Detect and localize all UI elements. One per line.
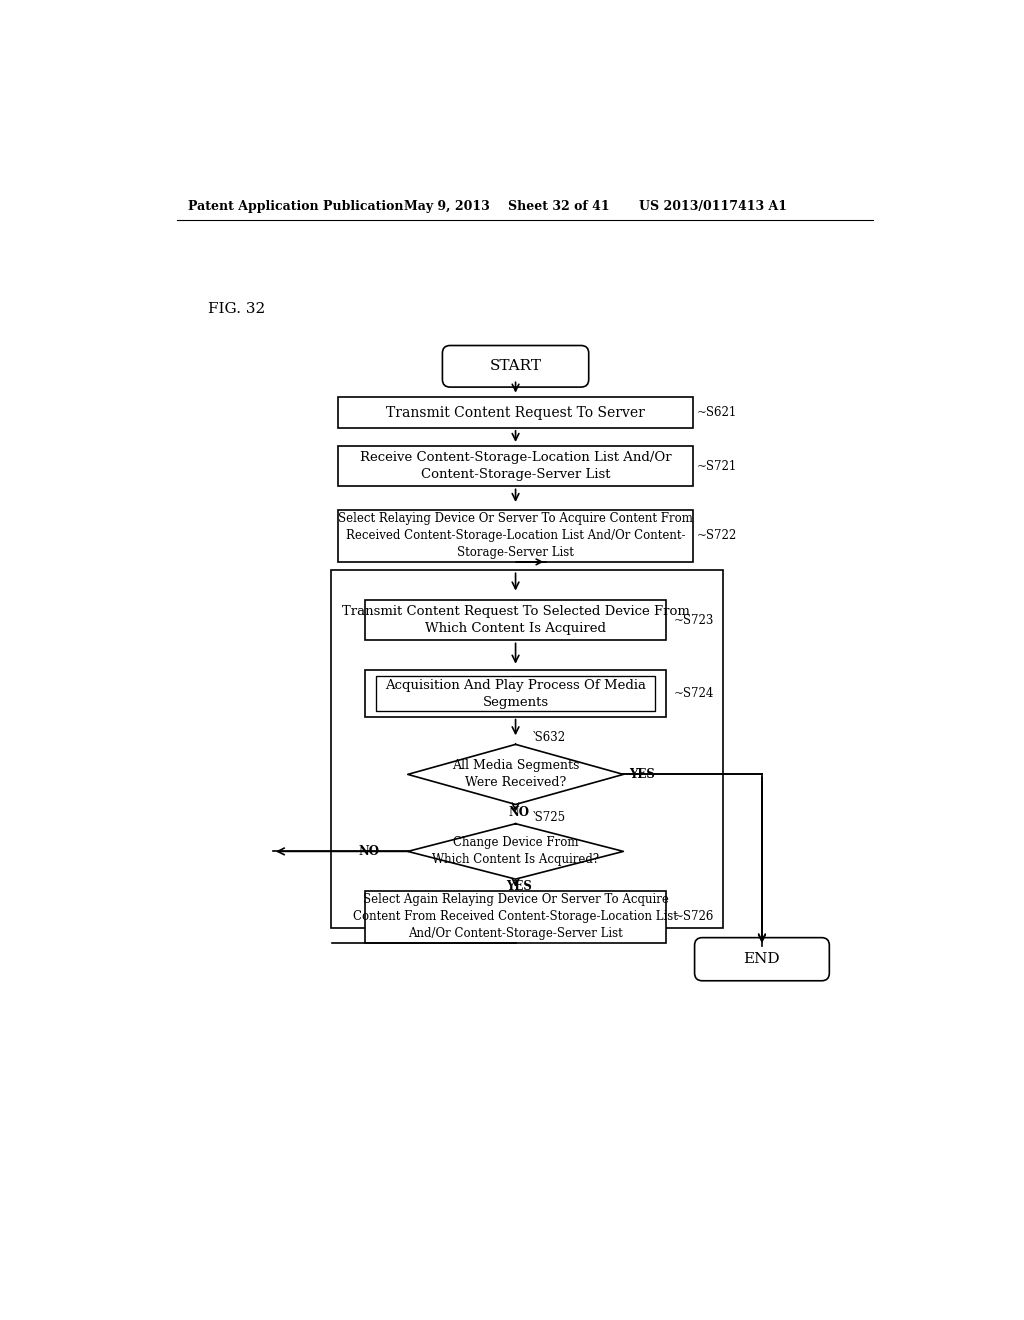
Text: START: START — [489, 359, 542, 374]
Text: YES: YES — [507, 880, 532, 894]
Text: ‵S632: ‵S632 — [532, 731, 565, 744]
FancyBboxPatch shape — [694, 937, 829, 981]
Text: Patent Application Publication: Patent Application Publication — [188, 201, 403, 214]
Bar — [366, 671, 666, 717]
Text: ~S721: ~S721 — [696, 459, 736, 473]
Text: ~S621: ~S621 — [696, 407, 736, 418]
Text: ~S722: ~S722 — [696, 529, 736, 543]
Text: FIG. 32: FIG. 32 — [208, 301, 265, 315]
Text: YES: YES — [630, 768, 655, 781]
Text: Select Again Relaying Device Or Server To Acquire
Content From Received Content-: Select Again Relaying Device Or Server T… — [353, 894, 678, 940]
Bar — [339, 397, 692, 428]
Text: May 9, 2013: May 9, 2013 — [403, 201, 489, 214]
Bar — [376, 676, 655, 711]
Bar — [366, 891, 666, 942]
Bar — [339, 510, 692, 562]
Bar — [339, 446, 692, 487]
Bar — [366, 601, 666, 640]
Text: ‵S725: ‵S725 — [532, 810, 565, 824]
Text: Transmit Content Request To Selected Device From
Which Content Is Acquired: Transmit Content Request To Selected Dev… — [342, 606, 689, 635]
Text: NO: NO — [509, 805, 529, 818]
Text: All Media Segments
Were Received?: All Media Segments Were Received? — [452, 759, 580, 789]
Text: Transmit Content Request To Server: Transmit Content Request To Server — [386, 405, 645, 420]
Text: NO: NO — [358, 845, 380, 858]
Bar — [331, 570, 724, 928]
Text: ~S724: ~S724 — [674, 686, 714, 700]
Text: ~S723: ~S723 — [674, 614, 714, 627]
Text: Sheet 32 of 41: Sheet 32 of 41 — [508, 201, 609, 214]
Text: END: END — [743, 952, 780, 966]
Text: Receive Content-Storage-Location List And/Or
Content-Storage-Server List: Receive Content-Storage-Location List An… — [359, 451, 672, 482]
Text: Acquisition And Play Process Of Media
Segments: Acquisition And Play Process Of Media Se… — [385, 678, 646, 709]
FancyBboxPatch shape — [442, 346, 589, 387]
Text: ~S726: ~S726 — [674, 911, 714, 924]
Text: Select Relaying Device Or Server To Acquire Content From
Received Content-Storag: Select Relaying Device Or Server To Acqu… — [338, 512, 693, 560]
Text: Change Device From
Which Content Is Acquired?: Change Device From Which Content Is Acqu… — [432, 837, 599, 866]
Text: US 2013/0117413 A1: US 2013/0117413 A1 — [639, 201, 786, 214]
